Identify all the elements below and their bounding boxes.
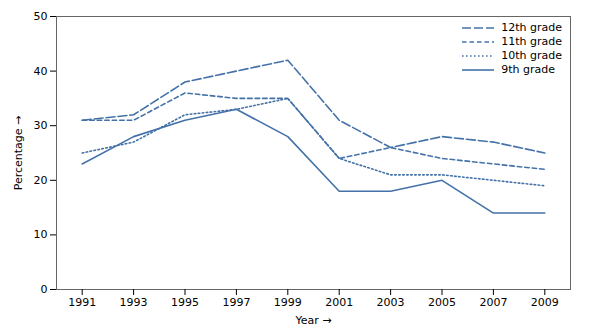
- svg-text:0: 0: [41, 283, 48, 296]
- svg-text:2007: 2007: [479, 296, 507, 309]
- svg-text:2003: 2003: [377, 296, 405, 309]
- svg-text:40: 40: [34, 65, 48, 78]
- svg-text:Percentage →: Percentage →: [12, 116, 25, 191]
- svg-text:1995: 1995: [171, 296, 199, 309]
- svg-text:1993: 1993: [120, 296, 148, 309]
- svg-text:10: 10: [34, 228, 48, 241]
- svg-text:1997: 1997: [222, 296, 250, 309]
- svg-text:50: 50: [34, 10, 48, 23]
- svg-text:1999: 1999: [274, 296, 302, 309]
- svg-text:Year →: Year →: [294, 314, 331, 327]
- svg-text:2009: 2009: [531, 296, 559, 309]
- html-text:12th grade: 12th grade: [501, 21, 562, 34]
- svg-text:1991: 1991: [68, 296, 96, 309]
- svg-text:20: 20: [34, 174, 48, 187]
- svg-text:30: 30: [34, 119, 48, 132]
- html-text:11th grade: 11th grade: [501, 35, 562, 48]
- html-text:9th grade: 9th grade: [501, 63, 555, 76]
- html-text:10th grade: 10th grade: [501, 49, 562, 62]
- svg-text:2001: 2001: [325, 296, 353, 309]
- svg-text:2005: 2005: [428, 296, 456, 309]
